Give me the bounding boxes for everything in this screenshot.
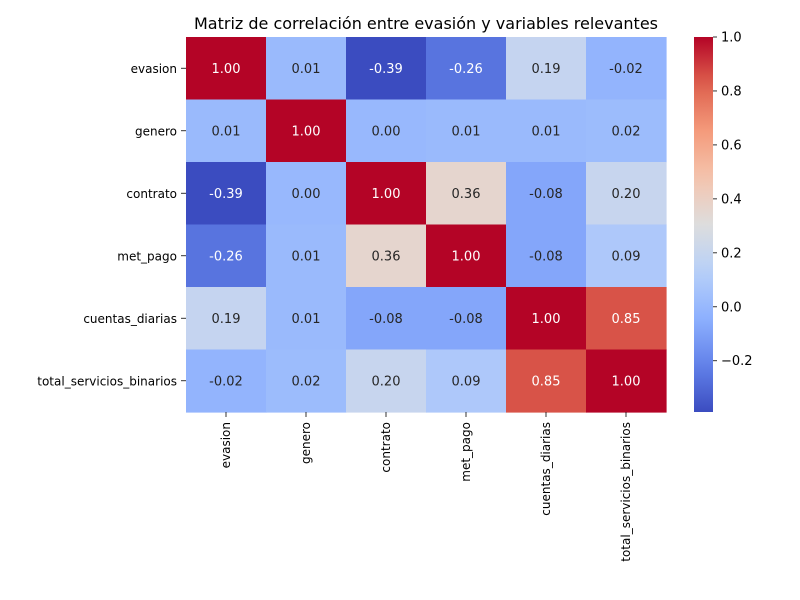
- cell-value-label: 1.00: [292, 124, 321, 139]
- cell-value-label: 0.01: [292, 62, 321, 77]
- heatmap-cell: [346, 349, 427, 413]
- colorbar-tick-label: 1.0: [721, 31, 742, 46]
- cell-value-label: -0.08: [449, 312, 483, 327]
- row-tick-label: genero: [135, 124, 177, 138]
- cell-value-label: 0.00: [372, 124, 401, 139]
- row-tick-label: cuentas_diarias: [83, 312, 177, 326]
- colorbar: −0.2 0.0 0.2 0.4 0.6 0.8 1.0: [694, 31, 753, 412]
- row-tick-label: met_pago: [117, 249, 177, 263]
- cell-value-label: 0.85: [612, 312, 641, 327]
- column-tick-labels: evasion genero contrato met_pago cuentas_dia…: [219, 412, 633, 562]
- colorbar-tick-label: 0.8: [721, 84, 742, 99]
- cell-value-label: 0.01: [452, 124, 481, 139]
- cell-value-label: 0.09: [452, 374, 481, 389]
- column-tick-label: genero: [299, 422, 313, 464]
- cell-value-label: 0.00: [292, 187, 321, 202]
- heatmap-cell: [426, 224, 507, 288]
- cell-value-label: 0.19: [532, 62, 561, 77]
- row-tick-label: evasion: [131, 62, 177, 76]
- heatmap-cell: [266, 162, 347, 226]
- cell-value-label: -0.26: [209, 249, 243, 264]
- heatmap-cell: [426, 287, 507, 351]
- cell-value-label: -0.08: [529, 187, 563, 202]
- column-tick-label: evasion: [219, 422, 233, 468]
- cell-value-label: 0.02: [612, 124, 641, 139]
- heatmap-cell: [506, 287, 587, 351]
- cell-value-label: 0.01: [532, 124, 561, 139]
- cell-value-label: 0.09: [612, 249, 641, 264]
- heatmap-cells: [186, 37, 667, 413]
- heatmap-cell: [426, 99, 507, 163]
- heatmap-cell: [186, 287, 267, 351]
- cell-value-label: 1.00: [372, 187, 401, 202]
- row-tick-label: contrato: [126, 187, 177, 201]
- heatmap-cell: [586, 349, 667, 413]
- colorbar-tick-label: 0.6: [721, 138, 742, 153]
- heatmap-cell: [186, 99, 267, 163]
- heatmap-cell: [506, 224, 587, 288]
- heatmap-cell: [586, 37, 667, 101]
- row-tick-labels: evasion genero contrato met_pago cuentas_dia…: [37, 62, 186, 388]
- column-tick-label: met_pago: [459, 422, 473, 482]
- cell-value-label: -0.02: [209, 374, 243, 389]
- heatmap-cell: [346, 99, 427, 163]
- cell-value-label: 1.00: [212, 62, 241, 77]
- heatmap-cell: [426, 162, 507, 226]
- row-tick-label: total_servicios_binarios: [37, 374, 177, 388]
- cell-value-label: 1.00: [452, 249, 481, 264]
- column-tick-label: contrato: [379, 422, 393, 473]
- chart-title: Matriz de correlación entre evasión y va…: [194, 14, 658, 33]
- heatmap-cell: [586, 287, 667, 351]
- heatmap-cell: [506, 37, 587, 101]
- cell-value-label: -0.39: [369, 62, 403, 77]
- cell-value-label: 0.01: [212, 124, 241, 139]
- heatmap-cell: [586, 99, 667, 163]
- cell-value-label: 0.20: [612, 187, 641, 202]
- cell-value-label: 0.85: [532, 374, 561, 389]
- cell-value-label: 1.00: [612, 374, 641, 389]
- colorbar-tick-label: −0.2: [721, 354, 753, 369]
- colorbar-tick-label: 0.4: [721, 192, 742, 207]
- cell-value-label: 0.20: [372, 374, 401, 389]
- heatmap-cell: [586, 224, 667, 288]
- colorbar-gradient: [694, 37, 713, 412]
- column-tick-label: total_servicios_binarios: [619, 422, 633, 562]
- heatmap-cell: [506, 349, 587, 413]
- cell-value-label: 0.01: [292, 249, 321, 264]
- column-tick-label: cuentas_diarias: [539, 422, 553, 516]
- heatmap-cell: [266, 224, 347, 288]
- heatmap-cell: [266, 99, 347, 163]
- heatmap-cell: [506, 162, 587, 226]
- heatmap-cell: [346, 37, 427, 101]
- heatmap-cell: [266, 287, 347, 351]
- colorbar-tick-label: 0.0: [721, 300, 742, 315]
- heatmap-cell: [586, 162, 667, 226]
- cell-value-label: 1.00: [532, 312, 561, 327]
- cell-value-label: -0.08: [529, 249, 563, 264]
- heatmap-cell: [266, 37, 347, 101]
- heatmap-cell: [186, 349, 267, 413]
- heatmap-cell: [186, 224, 267, 288]
- cell-value-labels: 1.00 0.01 -0.39 -0.26 0.19 -0.02 0.01 1.00 0.00 0…: [209, 62, 643, 390]
- cell-value-label: 0.36: [452, 187, 481, 202]
- heatmap-cell: [426, 349, 507, 413]
- cell-value-label: 0.19: [212, 312, 241, 327]
- heatmap-cell: [346, 224, 427, 288]
- heatmap-cell: [346, 162, 427, 226]
- cell-value-label: -0.02: [609, 62, 643, 77]
- heatmap-cell: [346, 287, 427, 351]
- cell-value-label: -0.39: [209, 187, 243, 202]
- heatmap-cell: [426, 37, 507, 101]
- cell-value-label: 0.02: [292, 374, 321, 389]
- heatmap-cell: [186, 37, 267, 101]
- cell-value-label: 0.01: [292, 312, 321, 327]
- cell-value-label: -0.08: [369, 312, 403, 327]
- cell-value-label: 0.36: [372, 249, 401, 264]
- heatmap-cell: [186, 162, 267, 226]
- heatmap-cell: [266, 349, 347, 413]
- cell-value-label: -0.26: [449, 62, 483, 77]
- colorbar-tick-label: 0.2: [721, 246, 742, 261]
- heatmap-cell: [506, 99, 587, 163]
